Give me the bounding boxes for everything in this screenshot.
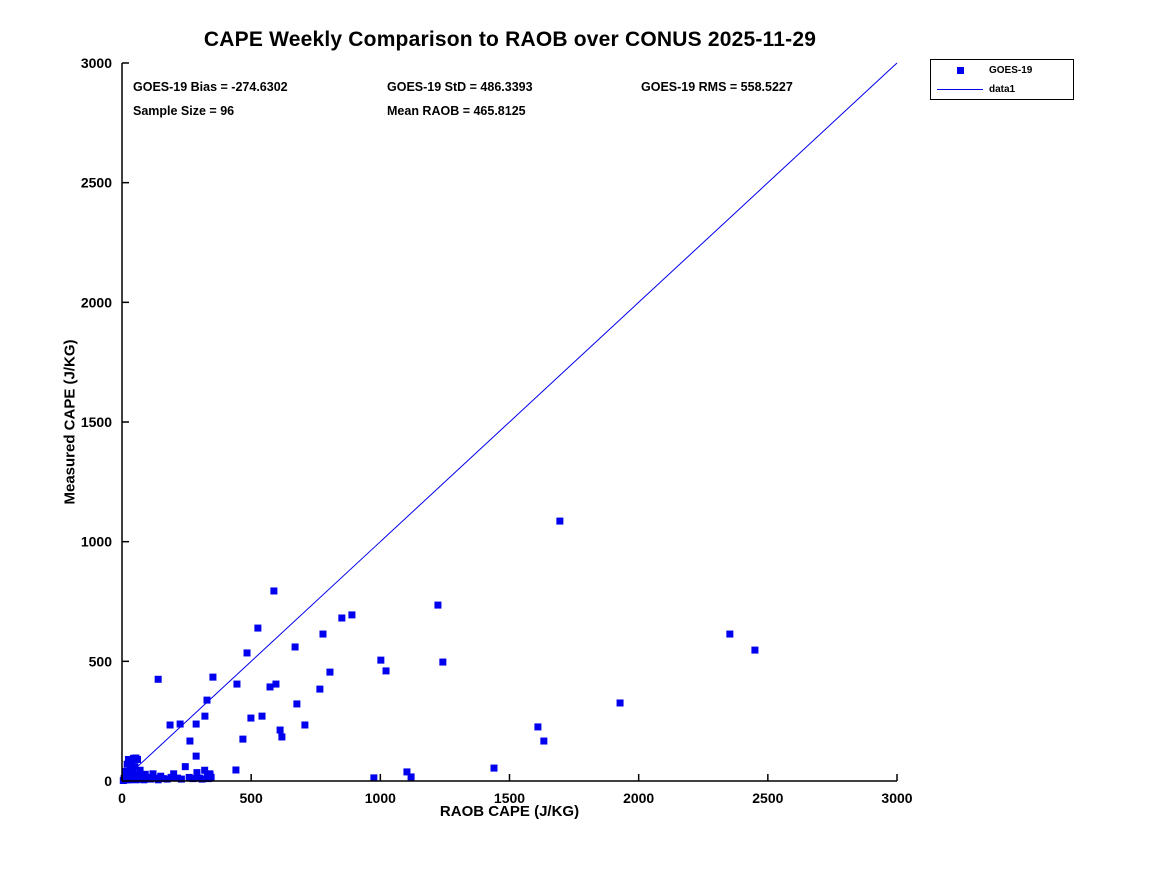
legend: GOES-19 data1	[930, 59, 1074, 100]
stat-std: GOES-19 StD = 486.3393	[387, 80, 533, 94]
svg-text:0: 0	[104, 773, 112, 789]
svg-text:0: 0	[118, 790, 126, 806]
legend-entry-goes19: GOES-19	[931, 61, 1073, 79]
svg-text:1500: 1500	[494, 790, 525, 806]
svg-text:2500: 2500	[81, 175, 112, 191]
chart-title: CAPE Weekly Comparison to RAOB over CONU…	[203, 28, 817, 51]
svg-text:1000: 1000	[81, 534, 112, 550]
svg-text:500: 500	[89, 653, 113, 669]
svg-text:3000: 3000	[881, 790, 912, 806]
svg-text:1500: 1500	[81, 414, 112, 430]
line-sample-icon	[937, 88, 983, 90]
svg-text:2500: 2500	[752, 790, 783, 806]
legend-swatch-container	[931, 88, 989, 90]
stat-rms: GOES-19 RMS = 558.5227	[641, 80, 793, 94]
square-marker-icon	[956, 66, 964, 74]
svg-text:1000: 1000	[365, 790, 396, 806]
legend-label-data1: data1	[989, 83, 1016, 95]
stat-mean-raob: Mean RAOB = 465.8125	[387, 104, 526, 118]
svg-text:500: 500	[239, 790, 263, 806]
stat-bias: GOES-19 Bias = -274.6302	[133, 80, 288, 94]
legend-label-goes19: GOES-19	[989, 64, 1033, 76]
svg-text:2000: 2000	[623, 790, 654, 806]
stat-sample-size: Sample Size = 96	[133, 104, 235, 118]
svg-text:2000: 2000	[81, 294, 112, 310]
y-axis-label: Measured CAPE (J/KG)	[61, 339, 79, 505]
legend-swatch-container	[931, 66, 989, 74]
legend-entry-data1: data1	[931, 80, 1073, 98]
x-axis-label: RAOB CAPE (J/KG)	[439, 803, 580, 820]
svg-text:3000: 3000	[81, 55, 112, 71]
